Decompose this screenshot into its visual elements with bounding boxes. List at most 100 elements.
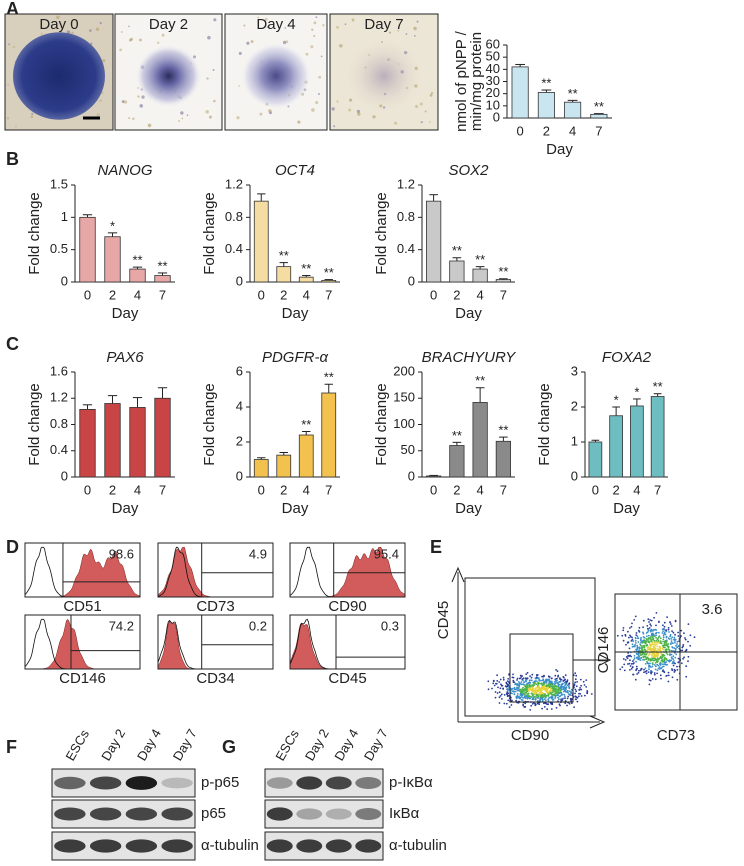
y-tick-label: 60 (486, 36, 500, 51)
scatter-event (529, 709, 532, 711)
scatter-event (542, 683, 545, 685)
scatter-event (637, 671, 640, 674)
scatter-event (557, 675, 559, 678)
scatter-event (543, 702, 545, 705)
scatter-event (689, 634, 692, 637)
scatter-event (638, 626, 641, 629)
chart-title: PAX6 (106, 349, 144, 366)
scatter-event (524, 677, 527, 679)
scatter-event (652, 657, 654, 660)
scatter-event (622, 658, 625, 660)
scatter-event (508, 706, 511, 709)
scatter-event (665, 629, 668, 632)
scatter-event (666, 653, 669, 656)
scatter-event (671, 630, 673, 633)
scatter-event (525, 688, 528, 691)
cell-speck (30, 115, 34, 118)
cell-speck (313, 21, 317, 25)
scatter-event (627, 630, 629, 633)
scatter-event (633, 658, 635, 661)
scatter-event (662, 640, 664, 643)
scatter-event (669, 623, 672, 625)
cell-speck (147, 123, 152, 128)
scatter-event (673, 671, 676, 673)
scatter-event (658, 666, 661, 668)
scatter-event (493, 684, 496, 687)
scatter-event (518, 688, 521, 691)
y-axis-label: CD146 (595, 627, 612, 674)
scatter-event (682, 644, 685, 646)
scatter-event (627, 652, 629, 654)
scatter-event (666, 663, 668, 666)
y-axis-label: Fold change (26, 383, 43, 466)
scatter-event (662, 670, 665, 672)
cell-speck (320, 55, 323, 58)
scatter-event (575, 685, 578, 688)
scatter-event (510, 704, 513, 706)
scatter-event (568, 690, 571, 692)
scatter-event (667, 627, 670, 629)
scatter-event (627, 655, 629, 657)
scatter-event (525, 680, 527, 683)
scatter-event (553, 687, 555, 690)
scatter-event (657, 664, 660, 667)
panel-letter: B (6, 149, 19, 169)
scatter-event (650, 654, 653, 657)
scatter-event (522, 703, 524, 706)
scatter-event (539, 689, 542, 692)
scatter-event (670, 653, 673, 656)
y-axis-label: Fold change (536, 383, 553, 466)
x-tick-label: 4 (134, 287, 141, 302)
scatter-event (552, 689, 555, 691)
scatter-event (671, 646, 673, 648)
scatter-event (536, 696, 539, 699)
scatter-event (667, 643, 670, 645)
x-tick-label: 4 (303, 287, 310, 302)
y-axis-label: CD45 (435, 601, 452, 639)
scatter-event (646, 649, 648, 652)
y-axis-label: Fold change (201, 383, 218, 466)
colony (13, 32, 105, 120)
y-tick-label: 3 (571, 363, 578, 378)
scatter-event (649, 637, 651, 640)
scatter-event (660, 659, 663, 662)
scatter-event (522, 686, 524, 689)
scatter-event (550, 689, 553, 691)
scatter-event (538, 678, 541, 681)
scatter-event (674, 640, 676, 642)
scatter-event (662, 648, 664, 651)
cell-speck (128, 117, 131, 120)
cell-speck (40, 32, 43, 35)
scatter-event (487, 688, 490, 691)
scatter-event (530, 676, 533, 679)
significance: ** (452, 428, 462, 443)
scatter-event (674, 641, 676, 644)
scatter-event (662, 645, 665, 648)
x-axis-label: Day (282, 500, 309, 517)
y-tick-label: 0.4 (397, 241, 415, 256)
scatter-event (564, 684, 566, 687)
scatter-event (639, 669, 642, 672)
scatter-event (562, 676, 565, 678)
scatter-event (633, 619, 636, 621)
scatter-event (533, 692, 535, 695)
scatter-event (564, 700, 567, 702)
significance: * (634, 384, 639, 399)
blot-band (325, 808, 352, 820)
y-tick-label: 200 (393, 363, 415, 378)
scatter-event (578, 689, 580, 691)
scatter-event (547, 699, 550, 702)
x-tick-label: 2 (280, 287, 287, 302)
scatter-event (636, 657, 638, 659)
bar (104, 236, 121, 283)
scatter-event (566, 679, 569, 682)
scatter-event (648, 643, 651, 646)
scatter-event (531, 673, 534, 676)
scatter-event (496, 674, 498, 677)
scatter-event (623, 669, 626, 672)
scatter-event (500, 693, 503, 696)
y-tick-label: 1 (571, 433, 578, 448)
scatter-event (630, 639, 633, 642)
scatter-event (541, 707, 543, 710)
scatter-event (633, 655, 636, 657)
